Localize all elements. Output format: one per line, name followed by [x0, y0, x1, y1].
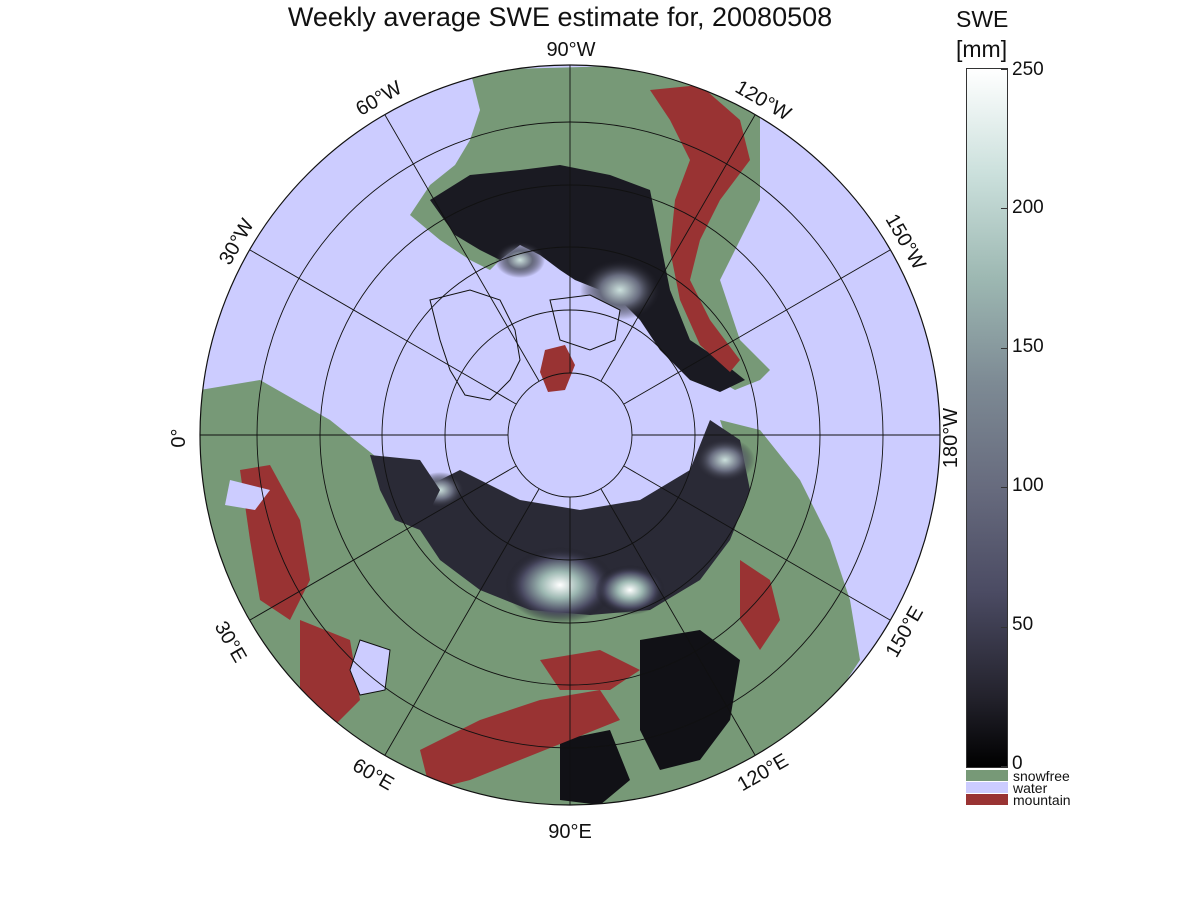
- colorbar-title: SWE [mm]: [956, 4, 1008, 64]
- graticule: [200, 65, 940, 805]
- colorbar-tick: [1001, 69, 1007, 70]
- legend-label-water: water: [1013, 780, 1048, 796]
- legend-swatch-water: [966, 782, 1008, 793]
- legend-swatch-mountain: [966, 794, 1008, 805]
- lon-label-60e: 60°E: [349, 754, 398, 795]
- colorbar-tick: [1001, 348, 1007, 349]
- lon-label-0: 0°: [168, 428, 190, 447]
- colorbar-tick-label-200: 200: [1012, 197, 1044, 218]
- lon-label-180w: 180°W: [940, 408, 962, 468]
- legend-label-mountain: mountain: [1013, 792, 1071, 808]
- colorbar-tick-label-100: 100: [1012, 475, 1044, 496]
- lon-label-90w: 90°W: [546, 39, 595, 61]
- colorbar-tick-label-50: 50: [1012, 614, 1034, 635]
- map-title: Weekly average SWE estimate for, 2008050…: [287, 2, 833, 32]
- colorbar-title-line1: SWE: [956, 6, 1009, 32]
- legend-label-snowfree: snowfree: [1013, 768, 1070, 784]
- legend-swatch-snowfree: [966, 770, 1008, 781]
- lon-label-90e: 90°E: [548, 821, 592, 843]
- eurasia-snow: [420, 420, 750, 615]
- swe-colorbar: [966, 68, 1008, 768]
- colorbar-tick-label-0: 0: [1012, 753, 1023, 774]
- colorbar-tick: [1001, 487, 1007, 488]
- colorbar-tick: [1001, 208, 1007, 209]
- colorbar-tick: [1001, 766, 1007, 767]
- map-border: [199, 64, 941, 806]
- lon-label-30e: 30°E: [210, 618, 251, 667]
- rocky-mountains: [650, 85, 750, 372]
- colorbar-title-line2: [mm]: [956, 36, 1008, 62]
- colorbar-tick-label-150: 150: [1012, 336, 1044, 357]
- colorbar-tick-label-250: 250: [1012, 59, 1044, 80]
- colorbar-tick: [1001, 627, 1007, 628]
